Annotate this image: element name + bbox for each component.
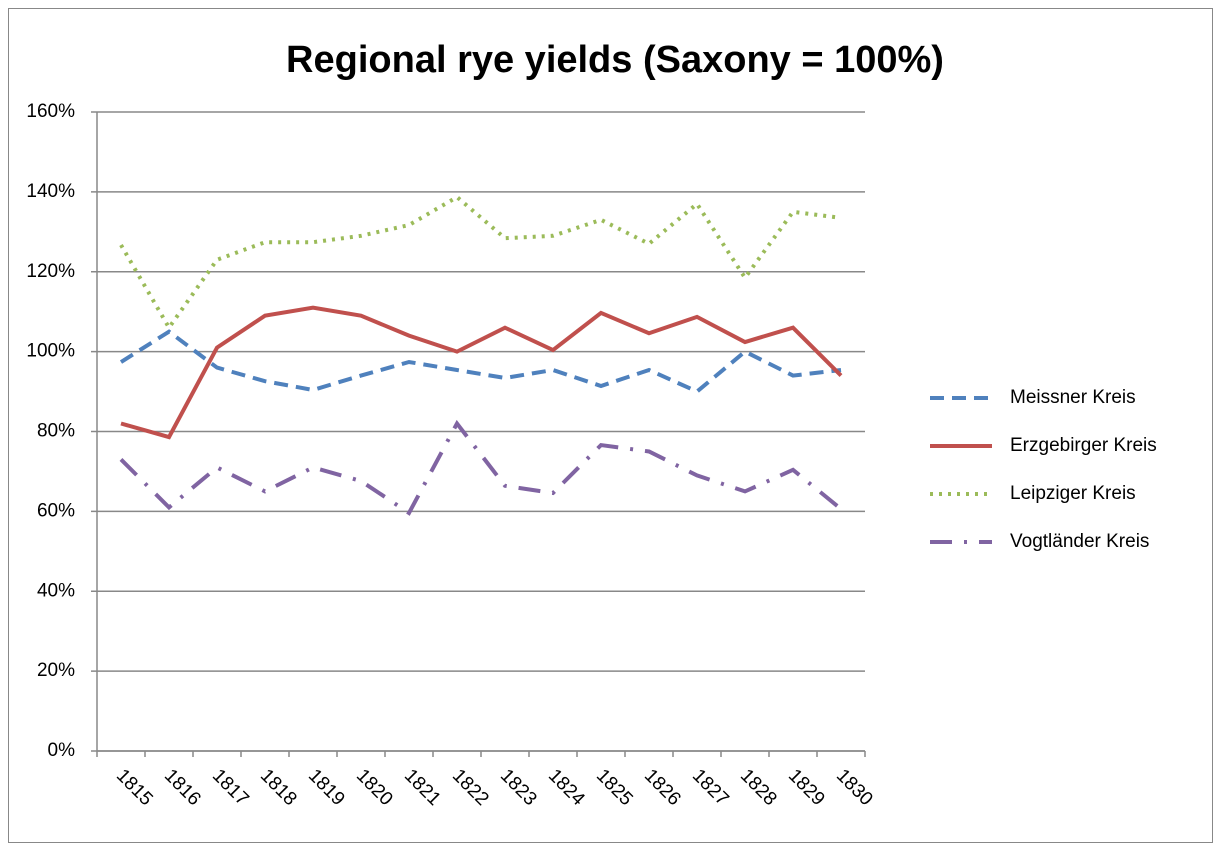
y-tick-label: 100%: [26, 341, 75, 362]
chart-title: Regional rye yields (Saxony = 100%): [286, 39, 944, 81]
y-tick-label: 40%: [37, 580, 75, 601]
series-line: [119, 329, 842, 394]
legend-label: Meissner Kreis: [1010, 387, 1136, 408]
y-tick-label: 60%: [37, 500, 75, 521]
y-tick-label: 20%: [37, 660, 75, 681]
series-line: [120, 305, 843, 440]
y-tick-label: 80%: [37, 421, 75, 442]
legend-label: Vogtländer Kreis: [1010, 531, 1149, 552]
series-line: [119, 419, 843, 516]
y-tick-label: 120%: [26, 261, 75, 282]
chart-border: [8, 8, 1213, 843]
y-tick-label: 160%: [26, 101, 75, 122]
y-tick-label: 0%: [48, 740, 76, 761]
y-tick-label: 140%: [26, 181, 75, 202]
legend-label: Erzgebirger Kreis: [1010, 435, 1157, 456]
legend-label: Leipziger Kreis: [1010, 483, 1136, 504]
